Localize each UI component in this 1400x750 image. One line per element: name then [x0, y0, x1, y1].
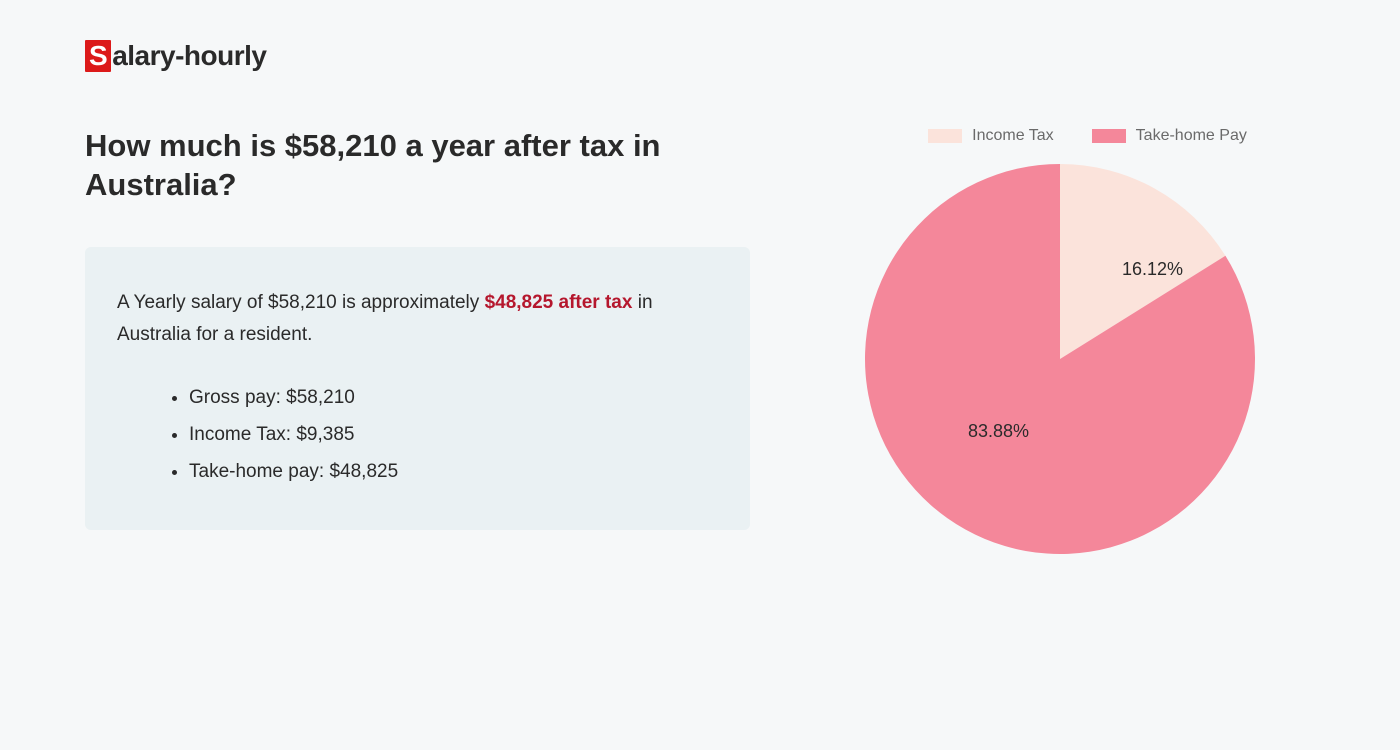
right-column: Income Tax Take-home Pay 16.12% 83.88%	[830, 127, 1315, 559]
list-item: Take-home pay: $48,825	[189, 453, 718, 490]
slice-label-income-tax: 16.12%	[1122, 259, 1183, 280]
main-row: How much is $58,210 a year after tax in …	[85, 127, 1315, 559]
summary-pre: A Yearly salary of $58,210 is approximat…	[117, 292, 485, 313]
logo-badge: S	[85, 40, 111, 72]
legend-swatch	[928, 129, 962, 143]
summary-card: A Yearly salary of $58,210 is approximat…	[85, 247, 750, 531]
left-column: How much is $58,210 a year after tax in …	[85, 127, 750, 559]
bullet-list: Gross pay: $58,210 Income Tax: $9,385 Ta…	[117, 379, 718, 490]
list-item: Gross pay: $58,210	[189, 379, 718, 416]
legend-item-income-tax: Income Tax	[928, 127, 1054, 145]
summary-highlight: $48,825 after tax	[485, 292, 633, 313]
pie-svg	[860, 159, 1260, 559]
summary-text: A Yearly salary of $58,210 is approximat…	[117, 287, 718, 352]
site-logo: Salary-hourly	[85, 40, 1315, 72]
legend-label: Take-home Pay	[1136, 127, 1247, 145]
pie-chart: 16.12% 83.88%	[860, 159, 1260, 559]
legend-label: Income Tax	[972, 127, 1054, 145]
legend-item-take-home: Take-home Pay	[1092, 127, 1247, 145]
slice-label-take-home: 83.88%	[968, 421, 1029, 442]
chart-legend: Income Tax Take-home Pay	[860, 127, 1315, 145]
logo-text: alary-hourly	[112, 40, 266, 72]
page-title: How much is $58,210 a year after tax in …	[85, 127, 750, 205]
list-item: Income Tax: $9,385	[189, 416, 718, 453]
legend-swatch	[1092, 129, 1126, 143]
